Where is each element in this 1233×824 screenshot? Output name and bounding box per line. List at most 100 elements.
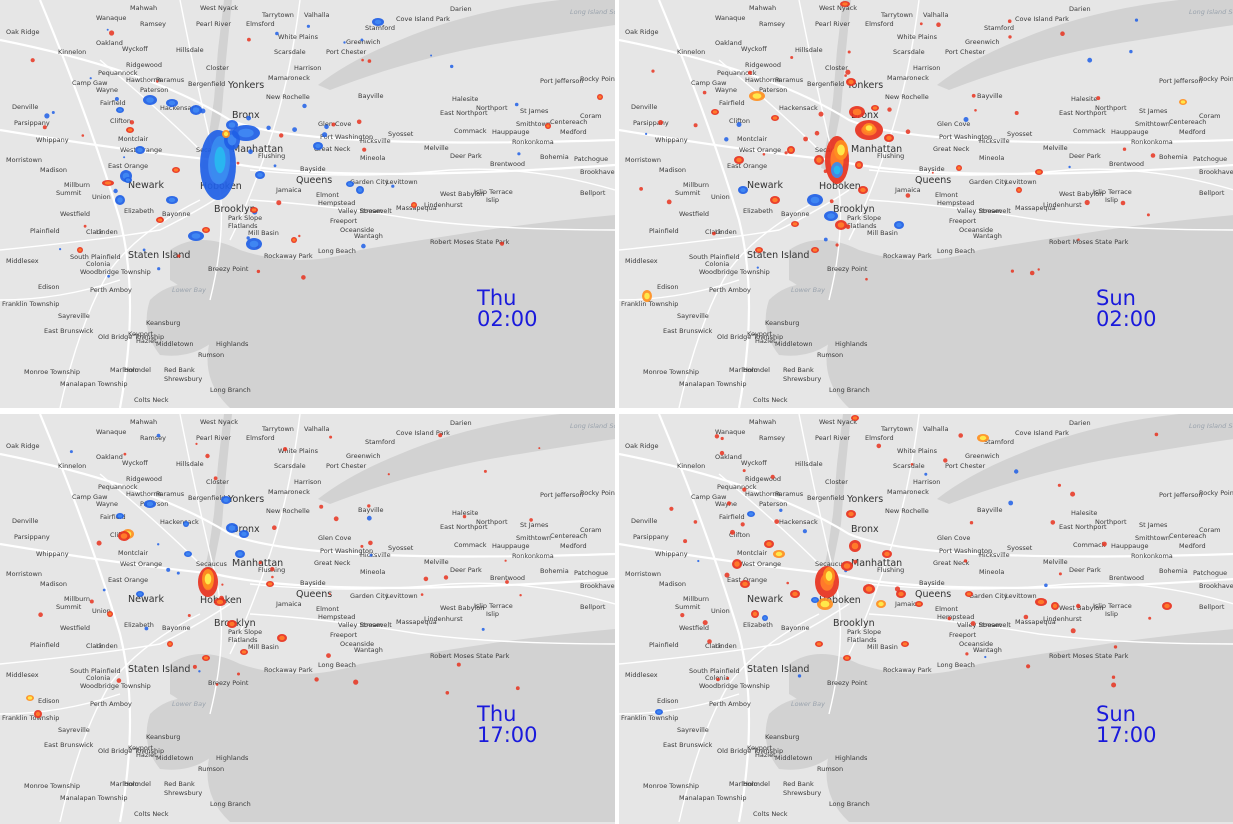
positive-activity-dot bbox=[971, 93, 976, 98]
positive-activity-dot bbox=[456, 662, 461, 667]
place-label: Elmsford bbox=[246, 20, 275, 28]
positive-activity-dot bbox=[258, 561, 262, 565]
hotspot-core bbox=[856, 162, 862, 168]
positive-activity-dot bbox=[748, 70, 752, 75]
place-label: Port Jefferson bbox=[1159, 491, 1203, 499]
road-line bbox=[619, 542, 1233, 589]
place-label: Greenwich bbox=[346, 452, 381, 460]
place-label: Freeport bbox=[949, 631, 977, 639]
place-label: West Nyack bbox=[819, 4, 857, 12]
place-label: South Plainfield bbox=[70, 253, 121, 261]
road-line bbox=[0, 128, 615, 175]
road-line bbox=[249, 582, 615, 605]
place-label: Bayville bbox=[358, 92, 384, 100]
place-label: Parsippany bbox=[633, 533, 669, 541]
raritan-bay bbox=[765, 698, 844, 770]
hotspot-core bbox=[192, 107, 200, 113]
place-label: Monroe Township bbox=[643, 368, 699, 376]
place-label: Hillsdale bbox=[176, 46, 204, 54]
hotspot-core bbox=[117, 108, 123, 112]
place-label: Oak Ridge bbox=[625, 28, 659, 36]
place-label: East Brunswick bbox=[663, 327, 713, 335]
positive-activity-dot bbox=[1014, 111, 1019, 115]
place-label: Mineola bbox=[360, 568, 385, 576]
place-label: Madison bbox=[659, 166, 686, 174]
place-label: Coram bbox=[1199, 112, 1221, 120]
place-label: Shrewsbury bbox=[164, 789, 202, 797]
positive-activity-dot bbox=[221, 583, 224, 586]
place-label: Monroe Township bbox=[24, 368, 80, 376]
place-label: Yonkers bbox=[227, 494, 264, 505]
place-label: Parsippany bbox=[633, 119, 669, 127]
hudson-river bbox=[821, 414, 851, 584]
place-label: Hazlet bbox=[136, 751, 157, 759]
negative-activity-dot bbox=[248, 149, 253, 155]
hotspot-core bbox=[127, 128, 133, 132]
place-label: Flatlands bbox=[847, 222, 877, 230]
place-label: Long Island Sound bbox=[570, 8, 615, 16]
place-label: Woodbridge Township bbox=[80, 268, 151, 276]
place-label: Long Beach bbox=[318, 661, 356, 669]
place-label: Great Neck bbox=[314, 559, 351, 567]
day-label: Sun bbox=[1096, 702, 1136, 726]
place-label: Bergenfield bbox=[807, 80, 844, 88]
place-label: Marlboro bbox=[110, 780, 139, 788]
negative-activity-dot bbox=[266, 125, 271, 130]
place-label: Wayne bbox=[715, 86, 737, 94]
road-line bbox=[678, 613, 820, 823]
negative-activity-dot bbox=[361, 243, 366, 249]
place-label: Garden City bbox=[969, 592, 1008, 600]
place-label: White Plains bbox=[897, 33, 938, 41]
place-label: Rumson bbox=[817, 765, 843, 773]
place-label: Keansburg bbox=[146, 319, 180, 327]
place-label: Tarrytown bbox=[880, 11, 913, 19]
place-label: South Plainfield bbox=[689, 253, 740, 261]
place-label: Summit bbox=[56, 189, 82, 197]
hotspot-core bbox=[844, 656, 850, 660]
place-label: Oak Ridge bbox=[6, 442, 40, 450]
hotspot-core bbox=[184, 522, 188, 526]
place-label: Hicksville bbox=[979, 137, 1010, 145]
place-label: Staten Island bbox=[747, 250, 809, 261]
positive-activity-dot bbox=[237, 672, 240, 676]
hotspot-core bbox=[843, 563, 851, 569]
timestamp-label: Thu 02:00 bbox=[477, 288, 538, 330]
place-label: Mamaroneck bbox=[887, 74, 929, 82]
hotspot-core bbox=[792, 591, 798, 597]
place-label: Westfield bbox=[679, 210, 709, 218]
hotspot-core bbox=[168, 100, 176, 106]
place-label: Closter bbox=[825, 478, 848, 486]
place-label: Cove Island Park bbox=[1015, 15, 1069, 23]
place-label: Harrison bbox=[294, 64, 321, 72]
place-label: Hazlet bbox=[755, 337, 776, 345]
place-label: Mahwah bbox=[130, 418, 157, 426]
hotspot-core bbox=[837, 144, 845, 156]
road-line bbox=[619, 189, 850, 251]
place-label: Glen Cove bbox=[318, 534, 351, 542]
positive-activity-dot bbox=[195, 442, 198, 445]
positive-activity-dot bbox=[301, 275, 306, 280]
hotspot-core bbox=[374, 19, 382, 25]
hotspot-core bbox=[837, 222, 845, 228]
place-label: Bellport bbox=[1199, 189, 1225, 197]
positive-activity-dot bbox=[1111, 675, 1116, 679]
place-label: Northport bbox=[476, 518, 508, 526]
place-label: Perth Amboy bbox=[90, 700, 132, 708]
road-line bbox=[229, 0, 301, 241]
hotspot-core bbox=[792, 222, 798, 226]
place-label: Highlands bbox=[835, 754, 868, 762]
place-label: Valley Stream bbox=[338, 621, 383, 629]
place-label: White Plains bbox=[278, 447, 319, 455]
place-label: Smithtown bbox=[516, 120, 551, 128]
place-label: Long Branch bbox=[829, 800, 870, 808]
place-label: Medford bbox=[560, 128, 587, 136]
place-label: Lindenhurst bbox=[424, 615, 463, 623]
hotspot-core bbox=[734, 561, 740, 567]
place-label: Elmont bbox=[935, 191, 958, 199]
place-label: Hawthorne bbox=[126, 490, 162, 498]
place-label: Centereach bbox=[1169, 118, 1206, 126]
place-label: Camp Gaw bbox=[72, 493, 108, 501]
place-label: Brentwood bbox=[490, 574, 525, 582]
hotspot-core bbox=[412, 203, 416, 207]
positive-activity-dot bbox=[529, 518, 533, 522]
